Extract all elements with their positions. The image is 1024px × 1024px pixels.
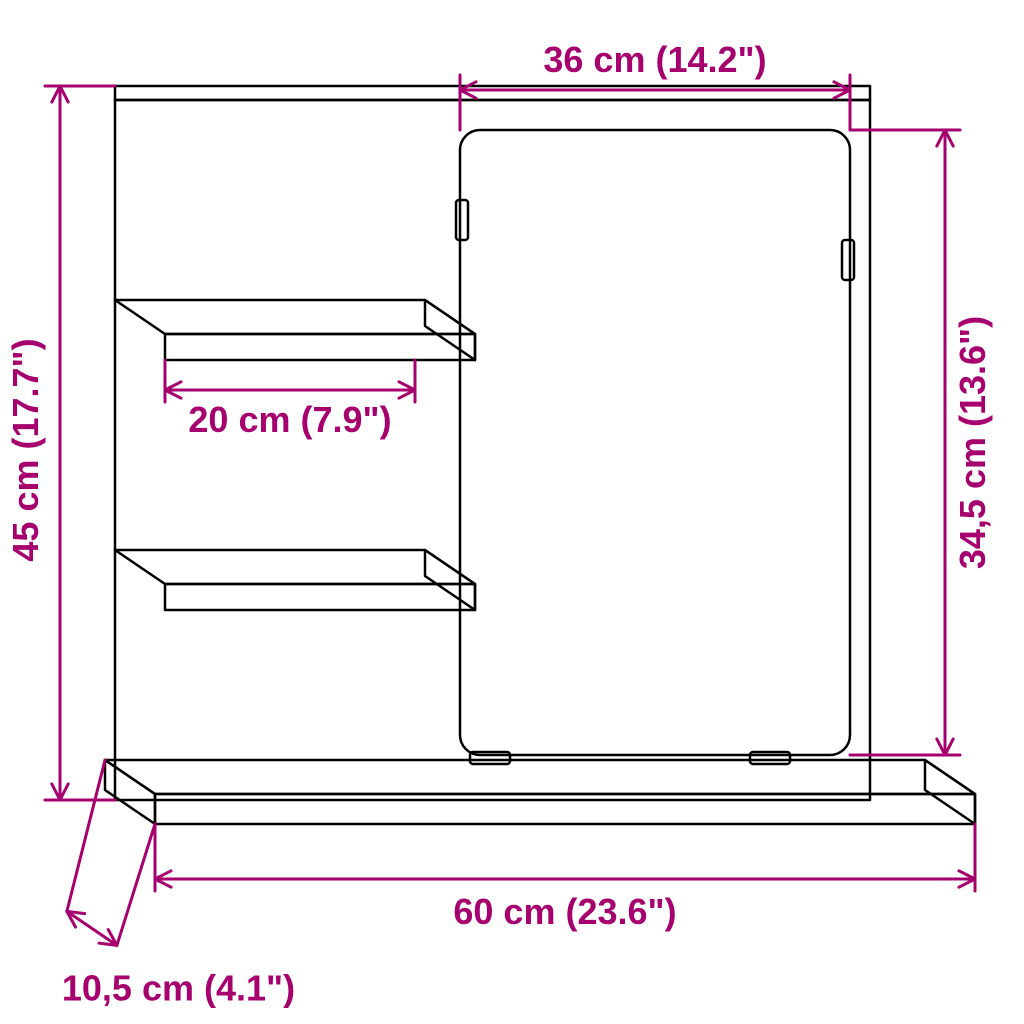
dim-top: 36 cm (14.2") — [543, 39, 766, 80]
dim-bottom: 60 cm (23.6") — [453, 891, 676, 932]
dim-left: 45 cm (17.7") — [5, 338, 46, 561]
dim-depth: 10,5 cm (4.1") — [62, 967, 295, 1008]
dim-shelf: 20 cm (7.9") — [188, 399, 391, 440]
dim-right: 34,5 cm (13.6") — [952, 316, 993, 569]
